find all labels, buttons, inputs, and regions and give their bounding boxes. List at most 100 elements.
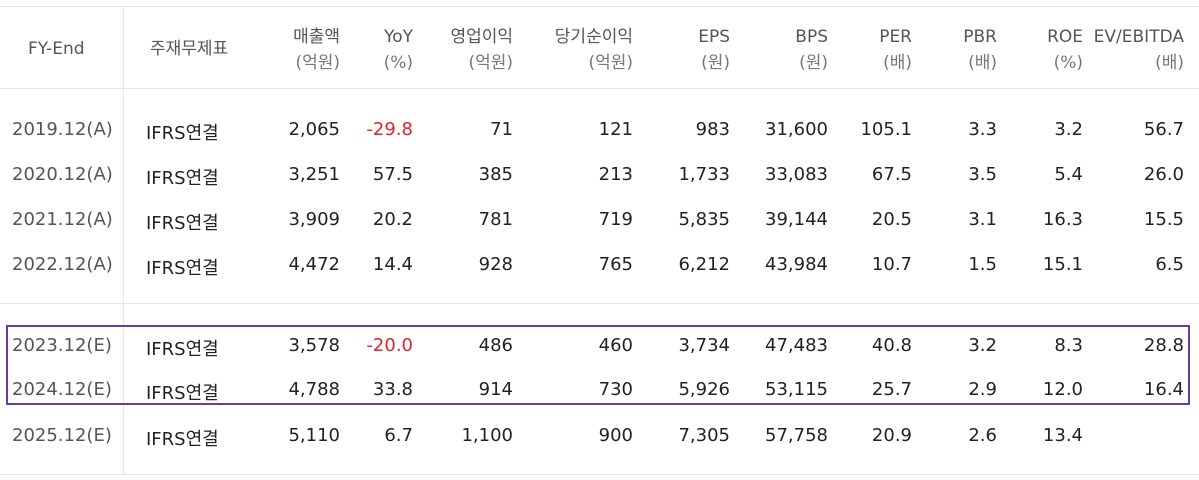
- cell-basis: IFRS연결: [146, 429, 219, 450]
- cell-yoy: 33.8: [372, 379, 413, 400]
- cell-op-income: 385: [478, 164, 513, 185]
- header-bps-title: BPS: [795, 27, 828, 47]
- cell-sales: 4,472: [288, 254, 340, 275]
- cell-sales: 5,110: [288, 425, 340, 446]
- estimate-highlight-box: [6, 325, 1190, 405]
- table-row: 2024.12(E) IFRS연결 4,788 33.8 914 730 5,9…: [0, 370, 1199, 410]
- cell-per: 40.8: [871, 335, 912, 356]
- cell-ev-ebitda: 56.7: [1143, 119, 1184, 140]
- header-net-income: 당기순이익 (억원): [555, 24, 633, 76]
- cell-period: 2021.12(A): [12, 209, 113, 230]
- cell-pbr: 3.1: [968, 209, 997, 230]
- table-top-border: [0, 6, 1199, 7]
- cell-net-income: 730: [598, 379, 633, 400]
- header-op-income-unit: (억원): [468, 53, 513, 73]
- cell-net-income: 719: [598, 209, 633, 230]
- header-net-income-unit: (억원): [588, 53, 633, 73]
- header-yoy: YoY (%): [384, 24, 413, 76]
- header-op-income: 영업이익 (억원): [450, 24, 513, 76]
- table-row: 2022.12(A) IFRS연결 4,472 14.4 928 765 6,2…: [0, 245, 1199, 285]
- table-row: 2021.12(A) IFRS연결 3,909 20.2 781 719 5,8…: [0, 200, 1199, 240]
- column-divider: [123, 6, 124, 474]
- header-fy-end: FY-End: [28, 39, 85, 59]
- cell-ev-ebitda: 26.0: [1143, 164, 1184, 185]
- header-pbr-unit: (배): [968, 53, 997, 73]
- cell-eps: 7,305: [678, 425, 730, 446]
- cell-basis: IFRS연결: [146, 258, 219, 279]
- cell-yoy: 57.5: [372, 164, 413, 185]
- cell-per: 20.9: [871, 425, 912, 446]
- cell-op-income: 781: [478, 209, 513, 230]
- cell-per: 67.5: [871, 164, 912, 185]
- header-divider: [0, 88, 1199, 89]
- cell-yoy: -29.8: [366, 119, 413, 140]
- header-financials: 주재무제표: [150, 39, 229, 59]
- cell-roe: 15.1: [1042, 254, 1083, 275]
- cell-pbr: 3.2: [968, 335, 997, 356]
- table-row: 2020.12(A) IFRS연결 3,251 57.5 385 213 1,7…: [0, 155, 1199, 195]
- header-ev-ebitda: EV/EBITDA (배): [1094, 24, 1184, 76]
- cell-period: 2020.12(A): [12, 164, 113, 185]
- header-eps-title: EPS: [698, 27, 730, 47]
- cell-pbr: 3.5: [968, 164, 997, 185]
- table-row: 2023.12(E) IFRS연결 3,578 -20.0 486 460 3,…: [0, 326, 1199, 366]
- cell-sales: 2,065: [288, 119, 340, 140]
- cell-op-income: 71: [490, 119, 513, 140]
- cell-per: 20.5: [871, 209, 912, 230]
- cell-op-income: 1,100: [461, 425, 513, 446]
- cell-roe: 12.0: [1042, 379, 1083, 400]
- cell-sales: 3,578: [288, 335, 340, 356]
- cell-ev-ebitda: 16.4: [1143, 379, 1184, 400]
- cell-period: 2025.12(E): [12, 425, 112, 446]
- cell-net-income: 765: [598, 254, 633, 275]
- cell-bps: 47,483: [765, 335, 828, 356]
- cell-ev-ebitda: 6.5: [1155, 254, 1184, 275]
- table-bottom-border: [0, 474, 1199, 475]
- cell-bps: 53,115: [765, 379, 828, 400]
- table-row: 2025.12(E) IFRS연결 5,110 6.7 1,100 900 7,…: [0, 416, 1199, 456]
- header-net-income-title: 당기순이익: [554, 27, 633, 47]
- actual-estimate-divider: [0, 303, 1199, 304]
- cell-per: 10.7: [871, 254, 912, 275]
- cell-eps: 5,835: [678, 209, 730, 230]
- cell-period: 2022.12(A): [12, 254, 113, 275]
- header-per-title: PER: [879, 27, 912, 47]
- cell-net-income: 121: [598, 119, 633, 140]
- header-per: PER (배): [879, 24, 912, 76]
- cell-period: 2023.12(E): [12, 335, 112, 356]
- cell-basis: IFRS연결: [146, 123, 219, 144]
- cell-period: 2024.12(E): [12, 379, 112, 400]
- cell-roe: 8.3: [1054, 335, 1083, 356]
- cell-ev-ebitda: 28.8: [1143, 335, 1184, 356]
- header-op-income-title: 영업이익: [450, 27, 513, 47]
- cell-period: 2019.12(A): [12, 119, 113, 140]
- cell-per: 25.7: [871, 379, 912, 400]
- header-roe: ROE (%): [1047, 24, 1083, 76]
- cell-roe: 3.2: [1054, 119, 1083, 140]
- cell-eps: 3,734: [678, 335, 730, 356]
- cell-per: 105.1: [860, 119, 912, 140]
- header-per-unit: (배): [883, 53, 912, 73]
- header-pbr: PBR (배): [963, 24, 997, 76]
- cell-eps: 1,733: [678, 164, 730, 185]
- table-row: 2019.12(A) IFRS연결 2,065 -29.8 71 121 983…: [0, 110, 1199, 150]
- header-ev-ebitda-title: EV/EBITDA: [1093, 27, 1184, 47]
- cell-bps: 33,083: [765, 164, 828, 185]
- cell-net-income: 460: [598, 335, 633, 356]
- cell-pbr: 2.9: [968, 379, 997, 400]
- cell-op-income: 914: [478, 379, 513, 400]
- header-bps: BPS (원): [795, 24, 828, 76]
- cell-basis: IFRS연결: [146, 168, 219, 189]
- cell-yoy: -20.0: [366, 335, 413, 356]
- header-sales-title: 매출액: [293, 27, 340, 47]
- header-eps: EPS (원): [698, 24, 730, 76]
- cell-bps: 57,758: [765, 425, 828, 446]
- cell-bps: 31,600: [765, 119, 828, 140]
- cell-net-income: 900: [598, 425, 633, 446]
- cell-roe: 13.4: [1042, 425, 1083, 446]
- cell-pbr: 2.6: [968, 425, 997, 446]
- cell-eps: 983: [695, 119, 730, 140]
- header-roe-title: ROE: [1047, 27, 1083, 47]
- cell-sales: 4,788: [288, 379, 340, 400]
- header-ev-ebitda-unit: (배): [1155, 53, 1184, 73]
